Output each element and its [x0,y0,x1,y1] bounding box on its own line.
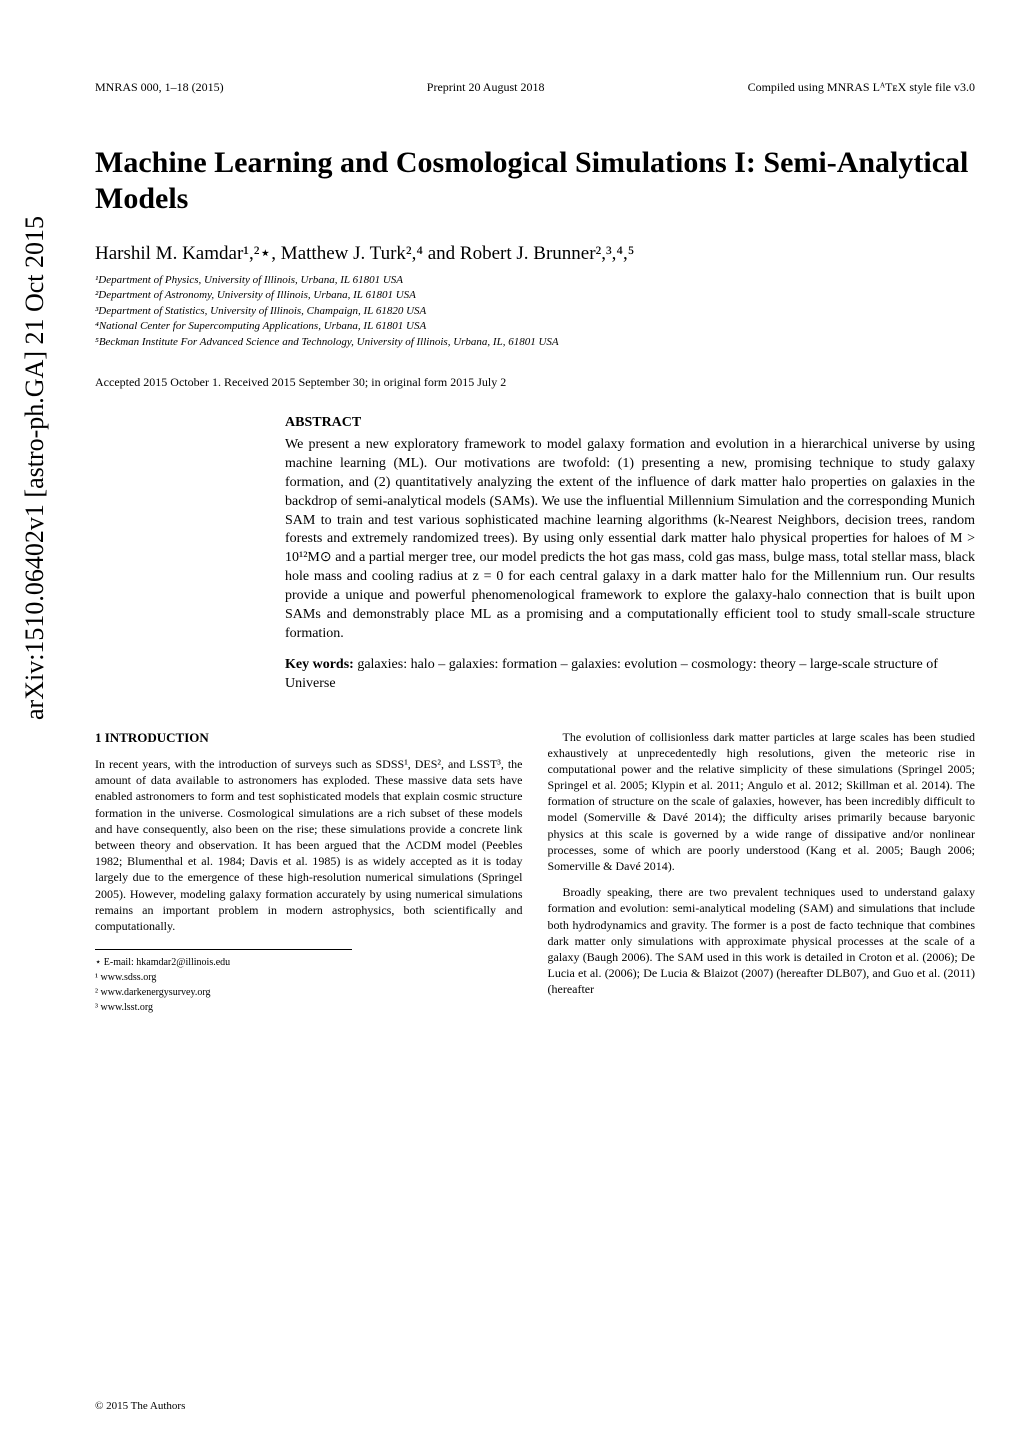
body-columns: 1 INTRODUCTION In recent years, with the… [95,729,975,1016]
header-preprint-date: Preprint 20 August 2018 [427,80,545,95]
arxiv-identifier: arXiv:1510.06402v1 [astro-ph.GA] 21 Oct … [20,216,50,720]
footnote: ⋆ E-mail: hkamdar2@illinois.edu [95,955,352,970]
affiliation: ⁵Beckman Institute For Advanced Science … [95,335,975,350]
header-compiler: Compiled using MNRAS LᴬTᴇX style file v3… [748,80,975,95]
abstract-section: ABSTRACT We present a new exploratory fr… [285,415,975,694]
footnote: ³ www.lsst.org [95,1000,352,1015]
right-column: The evolution of collisionless dark matt… [548,729,976,1016]
header-journal: MNRAS 000, 1–18 (2015) [95,80,224,95]
keywords: Key words: galaxies: halo – galaxies: fo… [285,656,975,694]
section-heading: 1 INTRODUCTION [95,729,523,747]
acceptance-dates: Accepted 2015 October 1. Received 2015 S… [95,375,975,390]
affiliations: ¹Department of Physics, University of Il… [95,273,975,350]
affiliation: ¹Department of Physics, University of Il… [95,273,975,288]
paper-content: MNRAS 000, 1–18 (2015) Preprint 20 Augus… [95,80,975,1015]
abstract-text: We present a new exploratory framework t… [285,436,975,644]
intro-paragraph: In recent years, with the introduction o… [95,756,523,934]
footnote: ² www.darkenergysurvey.org [95,985,352,1000]
affiliation: ²Department of Astronomy, University of … [95,288,975,303]
keywords-text: galaxies: halo – galaxies: formation – g… [285,657,938,691]
author-list: Harshil M. Kamdar¹,²⋆, Matthew J. Turk²,… [95,242,975,265]
body-paragraph: The evolution of collisionless dark matt… [548,729,976,875]
header-row: MNRAS 000, 1–18 (2015) Preprint 20 Augus… [95,80,975,95]
copyright: © 2015 The Authors [95,1400,185,1412]
footnotes: ⋆ E-mail: hkamdar2@illinois.edu ¹ www.sd… [95,949,352,1015]
footnote: ¹ www.sdss.org [95,970,352,985]
affiliation: ⁴National Center for Supercomputing Appl… [95,319,975,334]
body-paragraph: Broadly speaking, there are two prevalen… [548,884,976,997]
keywords-label: Key words: [285,657,354,672]
paper-title: Machine Learning and Cosmological Simula… [95,145,975,217]
abstract-heading: ABSTRACT [285,415,975,431]
affiliation: ³Department of Statistics, University of… [95,304,975,319]
left-column: 1 INTRODUCTION In recent years, with the… [95,729,523,1016]
